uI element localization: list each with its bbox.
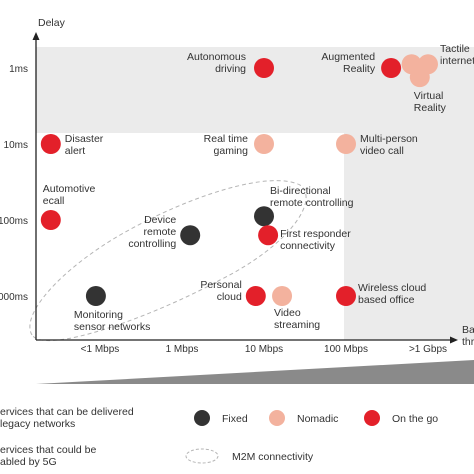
data-point (336, 286, 356, 306)
x-tick-label: 100 Mbps (324, 344, 368, 355)
x-tick-label: 10 Mbps (245, 344, 283, 355)
y-tick-label: 100ms (0, 216, 28, 227)
data-point (40, 134, 61, 154)
y-tick-label: 000ms (0, 292, 28, 303)
point-label: Real time gaming (204, 133, 249, 157)
data-point (254, 206, 274, 227)
y-tick-label: 1ms (9, 64, 28, 75)
y-axis-arrow (32, 32, 40, 40)
data-point (381, 58, 402, 78)
point-label: Autonomous driving (187, 51, 246, 75)
legend-swatch (269, 410, 285, 426)
point-label: Tactile internet (440, 43, 474, 67)
x-axis-arrow (450, 336, 458, 344)
legend-swatch (364, 410, 380, 426)
point-label: Virtual Reality (414, 90, 447, 114)
point-label: Multi-person video call (360, 133, 418, 157)
data-point (258, 225, 279, 246)
point-label: Bi-directional remote controlling (270, 185, 354, 209)
data-point (40, 210, 61, 230)
bandwidth-wedge (36, 360, 474, 384)
x-axis-title: Ba thr (462, 324, 474, 348)
legend-item-label: M2M connectivity (232, 451, 314, 463)
data-point (180, 225, 201, 246)
data-point (245, 286, 266, 306)
point-label: Disaster alert (65, 133, 104, 157)
data-point (336, 134, 356, 154)
point-label: Automotive ecall (43, 183, 96, 207)
legacy-region (36, 47, 474, 340)
point-label: First responder connectivity (280, 228, 351, 252)
x-tick-label: 1 Mbps (166, 344, 199, 355)
legend-swatch (194, 410, 210, 426)
point-labels: Autonomous driving Augmented Reality Tactile… (43, 43, 474, 333)
shaded-regions (36, 47, 474, 340)
data-point (409, 67, 430, 88)
y-tick-label: 10ms (4, 140, 28, 151)
x-axis-title-text: Ba thr (462, 324, 474, 348)
data-points (40, 54, 438, 306)
m2m-connectivity-ellipse (29, 180, 307, 342)
legend-item-label: On the go (392, 413, 438, 425)
data-point (254, 134, 274, 154)
legend-item-label: Nomadic (297, 413, 338, 425)
legend: ervices that can be delivered legacy netw… (0, 406, 438, 468)
legend-swatch-m2m (185, 448, 219, 464)
axes (32, 32, 458, 344)
y-tick-labels: 1ms 10ms 100ms 000ms (0, 64, 28, 303)
y-axis-title: Delay (38, 17, 66, 29)
data-point (254, 58, 274, 78)
point-label: Personal cloud (200, 279, 242, 303)
data-point (85, 286, 106, 306)
x-tick-label: <1 Mbps (81, 344, 120, 355)
point-label: Wireless cloud based office (358, 282, 426, 306)
legend-item-label: ervices that can be delivered legacy netw… (0, 406, 134, 430)
x-tick-label: >1 Gbps (409, 344, 447, 355)
point-label: Monitoring sensor networks (74, 309, 150, 333)
point-label: Augmented Reality (321, 51, 375, 75)
point-label: Device remote controlling (128, 214, 176, 250)
data-point (272, 286, 293, 306)
x-tick-labels: <1 Mbps 1 Mbps 10 Mbps 100 Mbps >1 Gbps (81, 344, 447, 355)
legend-item-label: ervices that could be abled by 5G (0, 444, 96, 468)
legend-item-label: Fixed (222, 413, 248, 425)
point-label: Video streaming (274, 307, 320, 331)
